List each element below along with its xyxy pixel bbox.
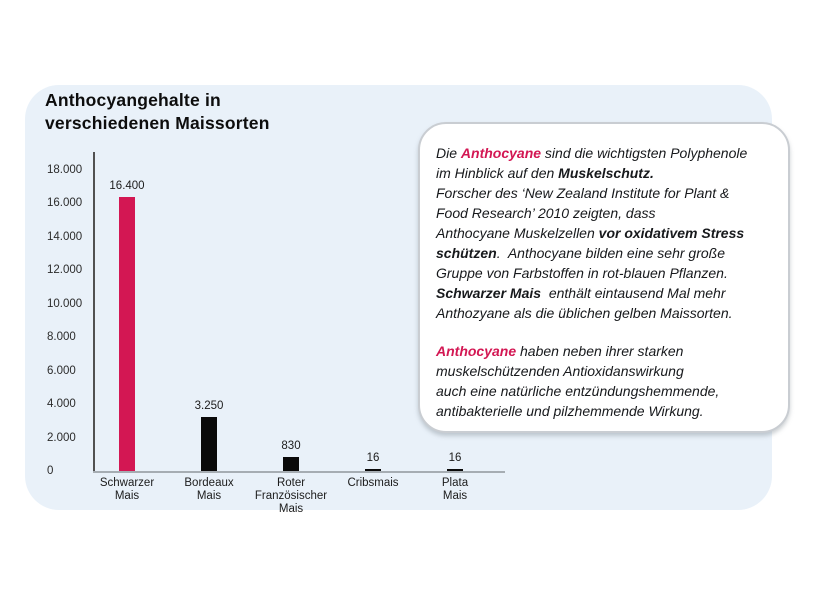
y-tick-label: 10.000 <box>47 297 83 310</box>
info-text-segment: vor oxidativem Stress <box>598 225 745 241</box>
info-text-segment: Forscher des ‘New Zealand Institute for … <box>436 185 730 201</box>
info-text-segment: Food Research’ 2010 zeigten, dass <box>436 205 656 221</box>
value-label-cribsmais: 16 <box>366 452 380 464</box>
info-text-segment: schützen <box>436 245 497 261</box>
info-text-segment: muskelschützenden Antioxidanswirkung <box>436 363 684 379</box>
info-text-segment: im Hinblick auf den <box>436 165 559 181</box>
info-text-segment: Anthozyane als die üblichen gelben Maiss… <box>436 305 733 321</box>
chart-title-line1: Anthocyangehalte in <box>45 90 221 110</box>
value-label-plata-mais: 16 <box>448 452 462 464</box>
y-axis-line <box>93 152 95 473</box>
info-text-segment: . Anthocyane bilden eine sehr große <box>496 245 725 261</box>
y-tick-label: 8.000 <box>47 331 76 344</box>
info-text-segment: haben neben ihrer starken <box>516 343 684 359</box>
y-tick-label: 4.000 <box>47 398 76 411</box>
info-text-segment: Anthocyane <box>436 343 517 359</box>
y-tick-label: 2.000 <box>47 431 76 444</box>
value-label-schwarzer-mais: 16.400 <box>109 180 145 192</box>
bar-bordeaux-mais <box>201 417 217 471</box>
bar-plata-mais <box>447 469 463 471</box>
bar-schwarzer-mais <box>119 197 135 471</box>
bar-cribsmais <box>365 469 381 471</box>
chart-title-line2: verschiedenen Maissorten <box>45 113 270 133</box>
y-tick-label: 14.000 <box>47 230 83 243</box>
y-tick-label: 0 <box>47 465 54 477</box>
info-text-segment: enthält eintausend Mal mehr <box>541 285 726 301</box>
info-text-segment: Die <box>436 145 461 161</box>
info-text-segment: antibakterielle und pilzhemmende Wirkung… <box>436 403 704 419</box>
info-text-segment: Schwarzer Mais <box>436 285 542 301</box>
value-label-roter-franz-sischer-mais: 830 <box>281 440 301 452</box>
chart-title: Anthocyangehalte in verschiedenen Maissor… <box>45 89 270 135</box>
info-text-segment: Anthocyane Muskelzellen <box>436 225 599 241</box>
info-text-segment: Anthocyane <box>460 145 542 161</box>
x-axis-line <box>93 471 505 473</box>
y-tick-label: 12.000 <box>47 264 83 277</box>
info-paragraph-1: Die Anthocyane sind die wichtigsten Poly… <box>436 143 776 323</box>
x-category-label-cribsmais: Cribsmais <box>347 477 399 489</box>
info-box: Die Anthocyane sind die wichtigsten Poly… <box>418 122 790 433</box>
info-text-segment: sind die wichtigsten Polyphenole <box>541 145 748 161</box>
y-tick-label: 18.000 <box>47 164 83 176</box>
value-label-bordeaux-mais: 3.250 <box>194 400 224 412</box>
info-text-segment: Gruppe von Farbstoffen in rot-blauen Pfl… <box>436 265 728 281</box>
y-tick-label: 6.000 <box>47 364 76 377</box>
x-category-label-plata-mais: Plata Mais <box>441 477 469 502</box>
info-text-segment: auch eine natürliche entzündungshemmende… <box>436 383 720 399</box>
info-paragraph-2: Anthocyane haben neben ihrer starken musk… <box>436 341 776 421</box>
bar-roter-franz-sischer-mais <box>283 457 299 471</box>
x-category-label-bordeaux-mais: Bordeaux Mais <box>184 477 234 502</box>
y-tick-label: 16.000 <box>47 197 83 210</box>
x-category-label-schwarzer-mais: Schwarzer Mais <box>99 477 155 502</box>
x-category-label-roter-franz-sischer-mais: Roter Französischer Mais <box>254 477 328 515</box>
info-text-segment: Muskelschutz. <box>558 165 654 181</box>
